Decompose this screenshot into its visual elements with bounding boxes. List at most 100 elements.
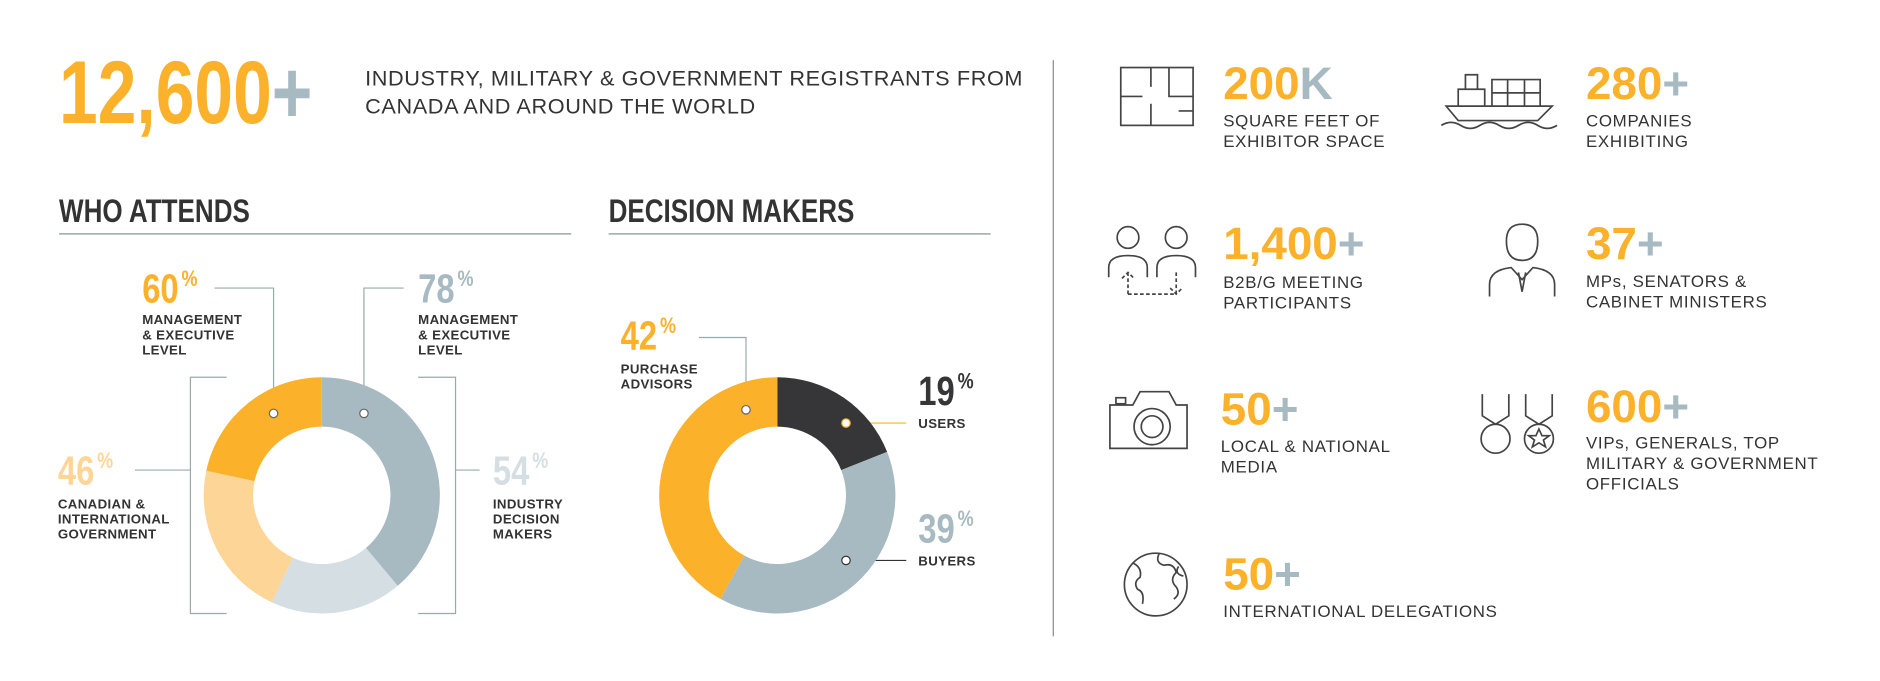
figure: 200 <box>1223 58 1299 109</box>
suffix: % <box>458 267 474 291</box>
figure: 78 <box>418 265 454 311</box>
stat-label: USERS <box>918 416 965 431</box>
dot <box>841 555 851 566</box>
figure: 50 <box>1223 548 1274 599</box>
percent: 54% <box>493 447 548 493</box>
donut-segment <box>659 377 778 599</box>
stat-label: COMPANIES <box>1586 112 1692 131</box>
suffix: % <box>532 449 548 473</box>
icon-person <box>1488 223 1556 297</box>
figure: 46 <box>58 447 94 493</box>
figure: 1,400 <box>1223 218 1338 269</box>
figure: 60 <box>142 265 178 311</box>
suffix: + <box>1662 58 1689 109</box>
headline-text: INDUSTRY, MILITARY & GOVERNMENT REGISTRA… <box>365 66 1023 91</box>
suffix: + <box>1637 218 1664 269</box>
stat-label: & EXECUTIVE <box>418 327 510 342</box>
stat-label: MEDIA <box>1221 457 1278 476</box>
figure: 50 <box>1221 383 1272 434</box>
stat-figure: 50+ <box>1221 383 1299 434</box>
icon-globe <box>1123 552 1188 617</box>
stat-figure: 1,400+ <box>1223 218 1364 269</box>
figure: 42 <box>621 312 657 358</box>
donuts <box>203 377 896 614</box>
suffix: % <box>958 507 974 531</box>
suffix: % <box>660 314 676 338</box>
donut-segment <box>777 377 888 471</box>
leader-line <box>214 287 275 414</box>
stat-label: VIPs, GENERALS, TOP <box>1586 433 1780 452</box>
stat-label: B2B/G MEETING <box>1223 273 1364 292</box>
dot <box>268 408 279 419</box>
leader-dots <box>268 404 851 566</box>
stat-label: BUYERS <box>918 553 975 568</box>
headline-figure: 12,600+ <box>59 43 312 142</box>
stat-label: PURCHASE <box>621 362 698 377</box>
icon-medals <box>1480 394 1555 455</box>
suffix: + <box>272 43 313 142</box>
stat-label: & EXECUTIVE <box>142 327 234 342</box>
section-title: WHO ATTENDS <box>59 193 250 229</box>
stat-label: MANAGEMENT <box>142 312 242 327</box>
ring-segment <box>206 377 322 482</box>
donut-segment <box>720 451 896 614</box>
stat-label: MANAGEMENT <box>418 312 518 327</box>
icon-ship <box>1440 73 1558 130</box>
suffix: % <box>182 267 198 291</box>
stat-figure: 37+ <box>1586 218 1664 269</box>
ring-segment <box>271 547 398 614</box>
dot <box>741 404 751 415</box>
stat-label: OFFICIALS <box>1586 474 1680 493</box>
icon-floorplan <box>1119 66 1194 127</box>
percent: 60% <box>142 265 197 311</box>
icon-people <box>1107 225 1197 296</box>
stat-label: INTERNATIONAL DELEGATIONS <box>1223 602 1497 621</box>
stat-label: DECISION <box>493 512 560 527</box>
stat-figure: 280+ <box>1586 58 1689 109</box>
ring-segment <box>203 470 293 603</box>
suffix: + <box>1662 381 1689 432</box>
stat-label: LOCAL & NATIONAL <box>1221 437 1391 456</box>
stat-label: GOVERNMENT <box>58 527 157 542</box>
icon-camera <box>1109 390 1188 450</box>
stat-label: CANADIAN & <box>58 497 146 512</box>
suffix: % <box>958 370 974 394</box>
section-title: DECISION MAKERS <box>609 193 855 229</box>
suffix: + <box>1272 383 1299 434</box>
stat-figure: 600+ <box>1586 381 1689 432</box>
percent: 42% <box>621 312 676 358</box>
figure: 12,600 <box>59 43 272 142</box>
figure: 280 <box>1586 58 1662 109</box>
stat-label: EXHIBITOR SPACE <box>1223 132 1385 151</box>
stat-label: ADVISORS <box>621 377 693 392</box>
stat-label: INTERNATIONAL <box>58 512 170 527</box>
suffix: + <box>1338 218 1365 269</box>
stat-label: LEVEL <box>418 342 463 357</box>
stat-label: EXHIBITING <box>1586 132 1689 151</box>
figure: 600 <box>1586 381 1662 432</box>
stat-label: PARTICIPANTS <box>1223 294 1352 313</box>
bracket <box>418 376 480 615</box>
percent: 19% <box>918 367 973 413</box>
stat-label: MAKERS <box>493 527 553 542</box>
figure: 54 <box>493 447 530 493</box>
percent: 39% <box>918 505 973 551</box>
bracket <box>134 376 227 615</box>
percent: 78% <box>418 265 473 311</box>
leader-line <box>363 287 404 414</box>
stat-label: SQUARE FEET OF <box>1223 112 1380 131</box>
stat-figure: 200K <box>1223 58 1332 109</box>
figure: 37 <box>1586 218 1637 269</box>
dot <box>841 418 851 428</box>
suffix: % <box>97 449 113 473</box>
stat-label: INDUSTRY <box>493 497 563 512</box>
percent: 46% <box>58 447 113 493</box>
figure: 39 <box>918 505 954 551</box>
figure: 19 <box>918 367 954 413</box>
dot <box>359 408 369 419</box>
suffix: K <box>1300 58 1333 109</box>
ring-segment <box>321 377 440 586</box>
headline-text: CANADA AND AROUND THE WORLD <box>365 93 756 118</box>
stat-label: LEVEL <box>142 342 187 357</box>
